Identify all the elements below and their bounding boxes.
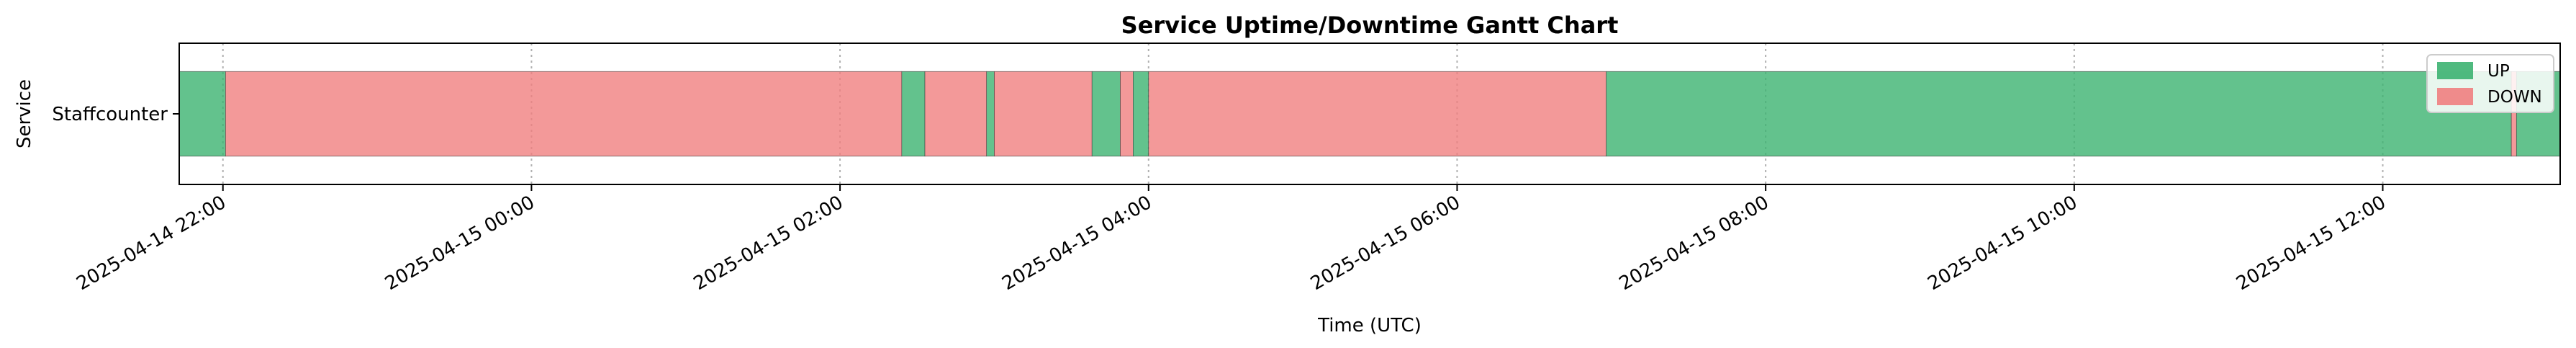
legend-swatch-up [2437,62,2473,79]
gantt-bar-down [225,71,903,157]
y-tick-label: Staffcounter [52,104,168,125]
gantt-bar-up [1091,71,1121,157]
legend: UP DOWN [2426,54,2554,113]
gantt-bar-down [1120,71,1134,157]
gantt-bar-up [901,71,926,157]
gantt-bar-up [1133,71,1149,157]
legend-swatch-down [2437,88,2473,105]
gantt-segments [178,71,2561,157]
legend-label-down: DOWN [2487,88,2542,107]
legend-label-up: UP [2487,62,2510,81]
y-axis-label: Service [14,79,35,148]
gantt-bar-down [994,71,1093,157]
gantt-bar-up [986,71,995,157]
gantt-bar-up [1606,71,2512,157]
y-axis-ticks: Staffcounter [52,104,179,125]
gantt-bar-up [178,71,226,157]
chart-title: Service Uptime/Downtime Gantt Chart [1121,12,1619,39]
gantt-bar-down [924,71,988,157]
gantt-bar-down [1148,71,1606,157]
x-axis-label: Time (UTC) [1317,315,1422,336]
